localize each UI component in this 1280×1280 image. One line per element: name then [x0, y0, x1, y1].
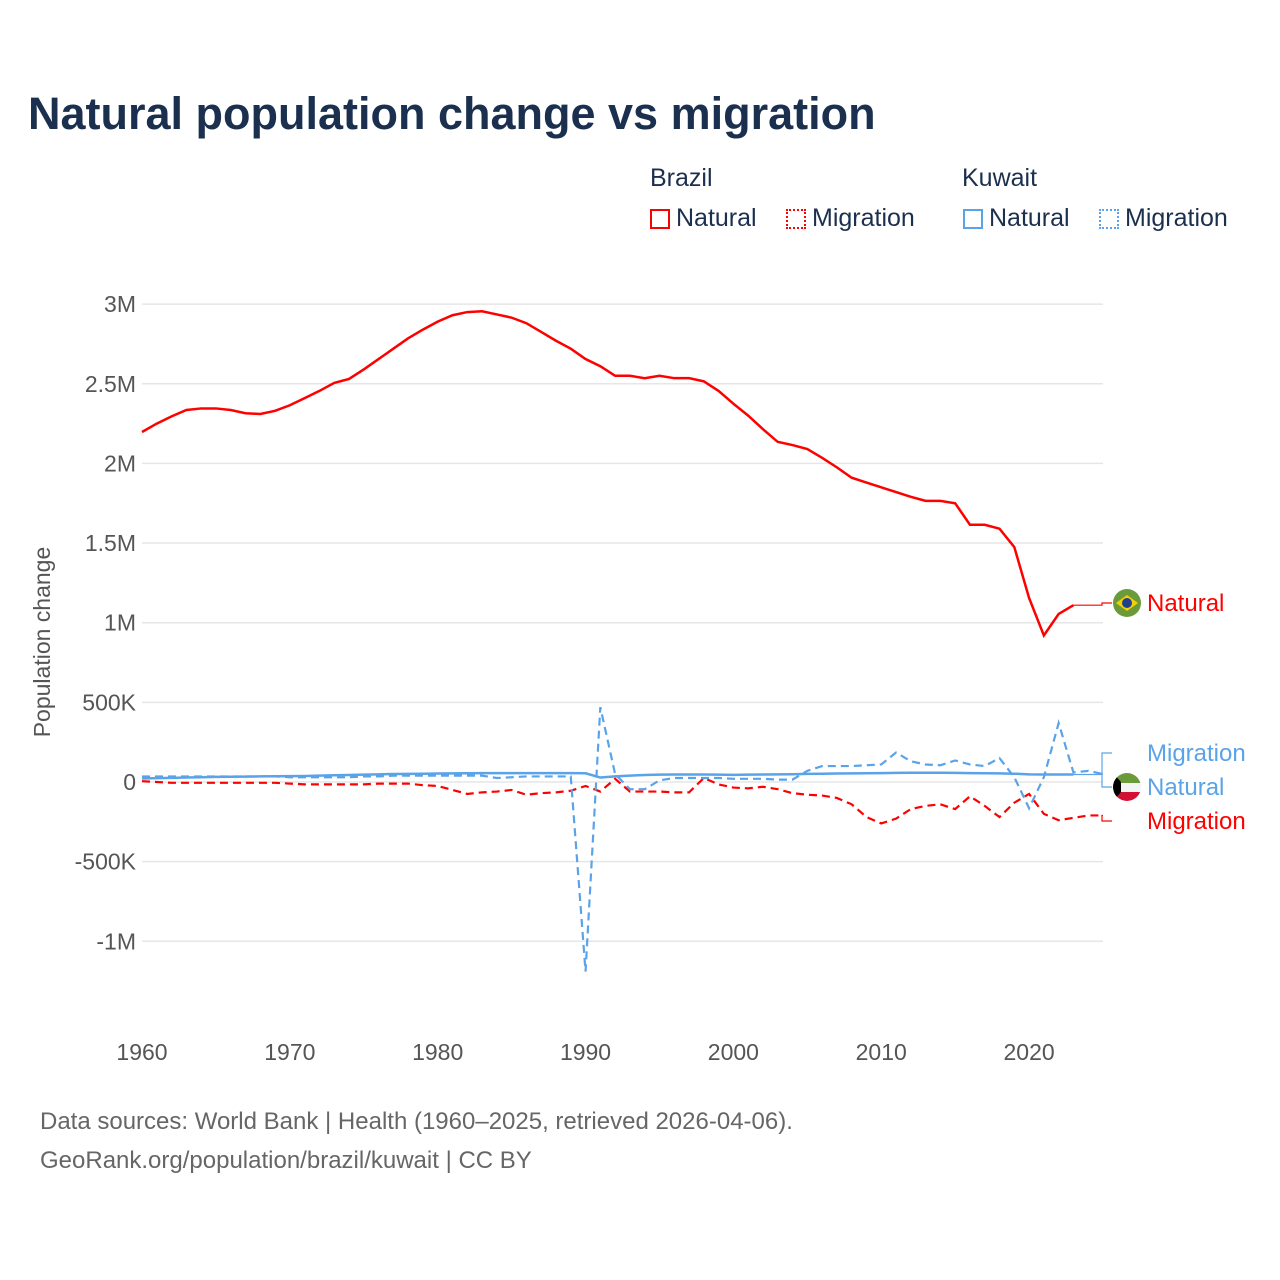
flag-field	[1113, 807, 1141, 835]
series-line-brazil-natural	[141, 310, 1075, 639]
legend-swatch	[786, 208, 806, 229]
brazil-flag-icon	[1113, 589, 1141, 617]
footer-attribution[interactable]: GeoRank.org/population/brazil/kuwait | C…	[40, 1147, 532, 1174]
label-connector	[1073, 773, 1112, 788]
flag-trapezoid	[1113, 739, 1121, 767]
series-end-label: Natural	[1147, 590, 1224, 617]
legend-label: Migration	[1125, 204, 1228, 232]
flag-globe	[1122, 816, 1132, 826]
y-axis-label: Population change	[29, 547, 55, 738]
legend-swatch	[963, 208, 983, 229]
y-tick-label: 1M	[104, 610, 136, 636]
legend-swatch	[1099, 208, 1119, 229]
y-tick-label: -500K	[75, 849, 137, 875]
flag-diamond	[1116, 813, 1138, 829]
y-tick-label: 500K	[82, 689, 136, 715]
series-line-brazil-migration	[141, 776, 1103, 825]
y-tick-label: 1.5M	[85, 530, 136, 556]
y-tick-label: 3M	[104, 291, 136, 317]
flag-body	[1113, 773, 1141, 801]
legend-label: Natural	[676, 204, 757, 232]
y-tick-label: 2M	[104, 450, 136, 476]
series-line-kuwait-natural	[141, 771, 1074, 780]
flag-stripe-green	[1113, 739, 1141, 749]
flag-stripe-green	[1113, 773, 1141, 783]
series-end-label: Migration	[1147, 740, 1246, 767]
series-end-label: Migration	[1147, 808, 1246, 835]
y-tick-label: -1M	[96, 928, 136, 954]
flag-body	[1113, 807, 1141, 835]
x-tick-label: 1970	[264, 1039, 315, 1065]
legend-label: Migration	[812, 204, 915, 232]
x-tick-label: 2010	[856, 1039, 907, 1065]
x-tick-label: 2000	[708, 1039, 759, 1065]
legend-kuwait-migration[interactable]: Migration	[1099, 204, 1228, 233]
legend-kuwait-natural[interactable]: Natural	[963, 204, 1070, 233]
x-tick-label: 2020	[1003, 1039, 1054, 1065]
brazil-flag-icon	[1113, 807, 1141, 835]
flag-body	[1113, 739, 1141, 768]
flag-stripe-white	[1113, 749, 1141, 758]
kuwait-flag-icon	[1113, 773, 1141, 801]
flag-stripe-red	[1113, 758, 1141, 768]
footer-sources: Data sources: World Bank | Health (1960–…	[40, 1108, 793, 1135]
legend-swatch	[650, 208, 670, 229]
kuwait-flag-icon	[1113, 739, 1141, 768]
series-end-label: Natural	[1147, 774, 1224, 801]
label-connector	[1101, 814, 1112, 822]
legend-brazil-natural[interactable]: Natural	[650, 204, 757, 233]
y-tick-label: 2.5M	[85, 371, 136, 397]
flag-trapezoid	[1113, 773, 1121, 801]
legend-brazil-migration[interactable]: Migration	[786, 204, 915, 233]
series-line-kuwait-migration	[142, 706, 1104, 972]
label-connector	[1101, 752, 1112, 775]
x-tick-label: 1980	[412, 1039, 463, 1065]
y-tick-label: 0	[123, 769, 136, 795]
flag-stripe-red	[1113, 792, 1141, 801]
legend-group-brazil: Brazil	[650, 164, 713, 192]
flag-globe	[1122, 598, 1132, 608]
legend-group-kuwait: Kuwait	[962, 164, 1038, 192]
legend-label: Natural	[989, 204, 1070, 232]
x-tick-label: 1990	[560, 1039, 611, 1065]
chart-title: Natural population change vs migration	[28, 88, 876, 139]
flag-body	[1113, 589, 1141, 617]
label-connector	[1073, 602, 1112, 606]
x-tick-label: 1960	[116, 1039, 167, 1065]
flag-stripe-white	[1113, 783, 1141, 792]
plot-area: 3M 2.5M 2M 1.5M 1M 500K 0 -500K -1M 1960 1970 1980 1…	[29, 291, 1246, 1065]
